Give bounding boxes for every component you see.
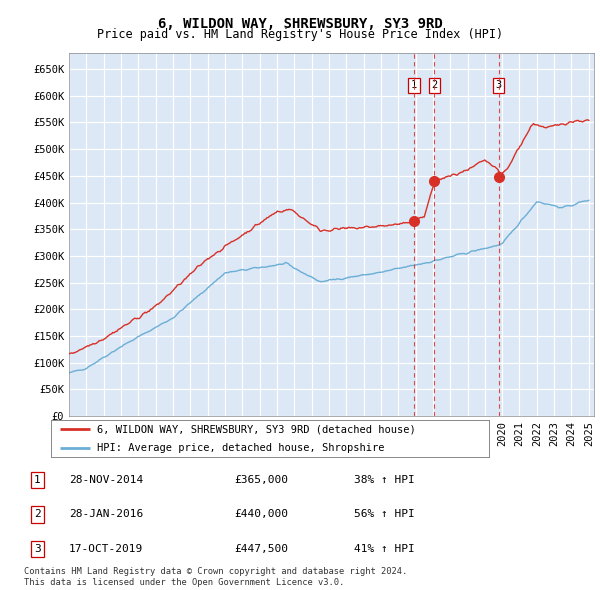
Text: 3: 3 xyxy=(34,544,41,553)
Text: 2: 2 xyxy=(34,510,41,519)
Text: 6, WILDON WAY, SHREWSBURY, SY3 9RD: 6, WILDON WAY, SHREWSBURY, SY3 9RD xyxy=(158,17,442,31)
Text: Price paid vs. HM Land Registry's House Price Index (HPI): Price paid vs. HM Land Registry's House … xyxy=(97,28,503,41)
Text: 56% ↑ HPI: 56% ↑ HPI xyxy=(354,510,415,519)
Text: 28-JAN-2016: 28-JAN-2016 xyxy=(69,510,143,519)
Text: 17-OCT-2019: 17-OCT-2019 xyxy=(69,544,143,553)
Text: 1: 1 xyxy=(411,80,417,90)
Text: £447,500: £447,500 xyxy=(234,544,288,553)
Text: £365,000: £365,000 xyxy=(234,476,288,485)
Text: HPI: Average price, detached house, Shropshire: HPI: Average price, detached house, Shro… xyxy=(97,442,385,453)
Text: £440,000: £440,000 xyxy=(234,510,288,519)
Text: Contains HM Land Registry data © Crown copyright and database right 2024.
This d: Contains HM Land Registry data © Crown c… xyxy=(24,568,407,586)
Text: 3: 3 xyxy=(496,80,502,90)
Text: 6, WILDON WAY, SHREWSBURY, SY3 9RD (detached house): 6, WILDON WAY, SHREWSBURY, SY3 9RD (deta… xyxy=(97,424,416,434)
Text: 38% ↑ HPI: 38% ↑ HPI xyxy=(354,476,415,485)
Text: 2: 2 xyxy=(431,80,437,90)
Text: 41% ↑ HPI: 41% ↑ HPI xyxy=(354,544,415,553)
Text: 28-NOV-2014: 28-NOV-2014 xyxy=(69,476,143,485)
Text: 1: 1 xyxy=(34,476,41,485)
